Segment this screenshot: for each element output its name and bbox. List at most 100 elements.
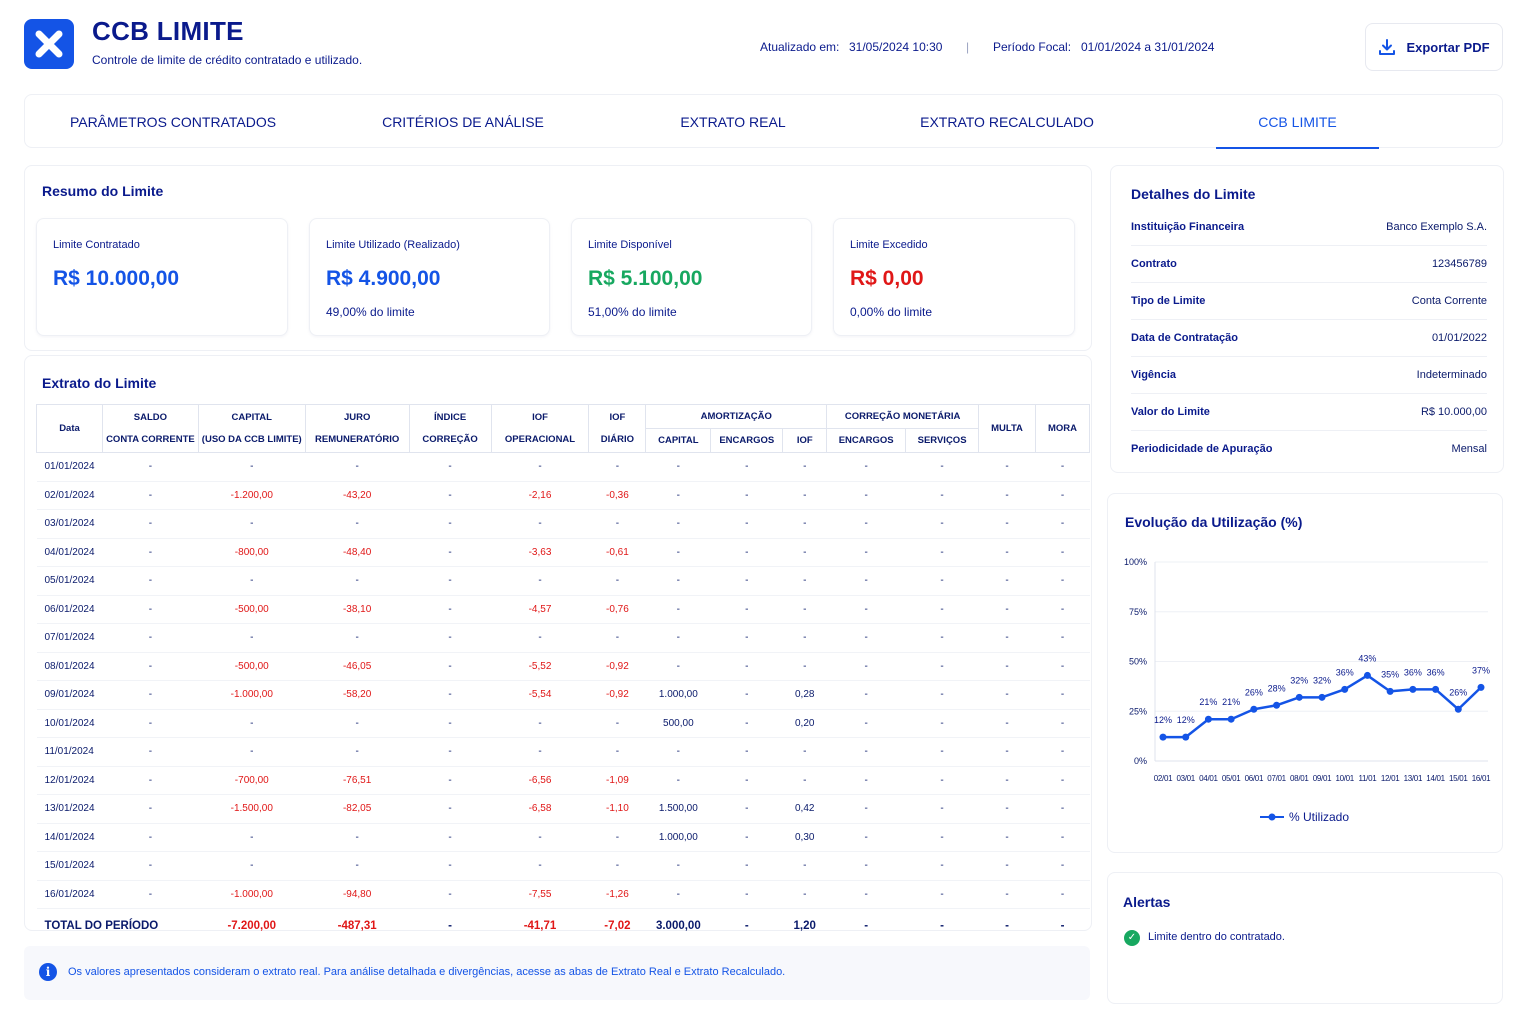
- table-cell: -1,10: [588, 794, 646, 824]
- table-cell: -: [826, 794, 906, 824]
- summary-panel: Resumo do Limite Limite Contratado R$ 10…: [24, 165, 1092, 351]
- table-cell: -: [710, 851, 783, 881]
- table-cell: -: [409, 709, 492, 738]
- table-cell: -: [1035, 880, 1090, 909]
- table-cell: -: [491, 509, 589, 539]
- table-cell: -: [905, 623, 979, 653]
- info-notice: i Os valores apresentados consideram o e…: [24, 946, 1090, 1000]
- table-cell: -1.500,00: [198, 794, 306, 824]
- x-tick-label: 16/01: [1472, 774, 1491, 783]
- kpi-label: Limite Utilizado (Realizado): [326, 239, 460, 251]
- col-header-iof-operacional: IOF OPERACIONAL: [490, 404, 590, 453]
- data-label: 36%: [1336, 667, 1354, 677]
- legend-label: % Utilizado: [1289, 810, 1349, 824]
- table-cell: -: [826, 623, 906, 653]
- table-cell: -: [409, 538, 492, 567]
- detail-row: Tipo de Limite Conta Corrente: [1131, 283, 1487, 320]
- table-cell: -: [645, 766, 711, 795]
- table-cell: -7,02: [604, 919, 631, 932]
- table-cell: -: [710, 595, 783, 624]
- table-cell: -: [645, 880, 711, 909]
- data-point: [1409, 685, 1417, 693]
- table-cell: -: [1060, 919, 1065, 932]
- col-header-amort-encargos: ENCARGOS: [710, 428, 784, 453]
- table-cell: -: [198, 623, 306, 653]
- table-cell: -: [305, 566, 410, 596]
- table-cell: -5,52: [491, 652, 589, 681]
- detail-row: Periodicidade de Apuração Mensal: [1131, 431, 1487, 468]
- table-cell: -: [102, 737, 199, 767]
- x-tick-label: 04/01: [1199, 774, 1218, 783]
- table-cell: -: [102, 481, 199, 510]
- table-cell: -: [978, 452, 1036, 482]
- table-cell: -: [978, 823, 1036, 852]
- table-cell: -: [305, 737, 410, 767]
- table-row: 13/01/2024- -1.500,00 -82,05- -6,58 -1,10 1.5…: [36, 794, 1090, 824]
- y-tick-label: 100%: [1124, 557, 1147, 567]
- row-date: 02/01/2024: [36, 481, 103, 510]
- table-cell: 0,28: [782, 680, 827, 710]
- table-cell: -: [588, 737, 646, 767]
- table-cell: -: [978, 880, 1036, 909]
- data-point: [1363, 671, 1371, 679]
- table-cell: -: [978, 595, 1036, 624]
- export-pdf-button[interactable]: Exportar PDF: [1365, 23, 1503, 71]
- row-date: 16/01/2024: [36, 880, 103, 909]
- table-cell: -: [1035, 652, 1090, 681]
- data-point: [1341, 685, 1349, 693]
- detail-label: Contrato: [1131, 258, 1177, 270]
- data-label: 37%: [1472, 665, 1490, 675]
- table-cell: -: [588, 623, 646, 653]
- table-cell: -: [645, 623, 711, 653]
- table-row: 10/01/2024- - - - - -500,00-0,20- - - -: [36, 709, 1090, 738]
- data-label: 26%: [1449, 687, 1467, 697]
- col-header-data: Data: [36, 404, 103, 453]
- table-cell: -: [826, 538, 906, 567]
- y-tick-label: 50%: [1129, 657, 1147, 667]
- table-cell: -: [198, 737, 306, 767]
- table-cell: -: [905, 481, 979, 510]
- table-cell: -: [710, 481, 783, 510]
- detail-value: 01/01/2022: [1431, 332, 1487, 344]
- x-tick-label: 14/01: [1426, 774, 1445, 783]
- tab-ccb-limite[interactable]: CCB LIMITE: [1216, 95, 1379, 149]
- table-cell: -: [102, 880, 199, 909]
- row-date: 04/01/2024: [36, 538, 103, 567]
- x-tick-label: 05/01: [1222, 774, 1241, 783]
- data-label: 36%: [1404, 667, 1422, 677]
- table-cell: -0,76: [588, 595, 646, 624]
- table-cell: -: [1035, 709, 1090, 738]
- col-header-mora: MORA: [1034, 404, 1091, 453]
- page-title: CCB LIMITE: [92, 16, 244, 46]
- table-cell: -: [826, 851, 906, 881]
- tab-extrato-real[interactable]: EXTRATO REAL: [680, 114, 786, 130]
- period-value: 01/01/2024 a 31/01/2024: [1081, 40, 1215, 54]
- table-cell: -: [826, 680, 906, 710]
- data-label: 32%: [1313, 675, 1331, 685]
- table-cell: -: [710, 823, 783, 852]
- details-panel: Detalhes do Limite Instituição Financeir…: [1110, 165, 1504, 473]
- table-cell: -: [1035, 481, 1090, 510]
- table-row: 06/01/2024- -500,00 -38,10- -4,57 -0,76- - - - -…: [36, 595, 1090, 624]
- col-header-amortizacao: AMORTIZAÇÃO: [645, 404, 828, 429]
- table-cell: -: [102, 538, 199, 567]
- detail-value: 123456789: [1431, 258, 1487, 270]
- table-cell: -0,36: [588, 481, 646, 510]
- table-cell: -: [645, 509, 711, 539]
- meta-separator: |: [966, 40, 970, 54]
- table-cell: -: [826, 652, 906, 681]
- data-point: [1159, 733, 1167, 741]
- table-cell: -38,10: [305, 595, 410, 624]
- tab-criterios-de-analise[interactable]: CRITÉRIOS DE ANÁLISE: [382, 114, 544, 130]
- table-cell: -43,20: [305, 481, 410, 510]
- table-cell: -: [826, 481, 906, 510]
- table-cell: -: [978, 737, 1036, 767]
- table-cell: -: [905, 851, 979, 881]
- tab-extrato-recalculado[interactable]: EXTRATO RECALCULADO: [920, 114, 1094, 130]
- tab-parametros-contratados[interactable]: PARÂMETROS CONTRATADOS: [69, 114, 277, 130]
- table-cell: -: [710, 509, 783, 539]
- detail-label: Valor do Limite: [1131, 406, 1210, 418]
- table-cell: -: [198, 851, 306, 881]
- kpi-sub: 51,00% do limite: [588, 305, 677, 319]
- table-cell: -: [491, 623, 589, 653]
